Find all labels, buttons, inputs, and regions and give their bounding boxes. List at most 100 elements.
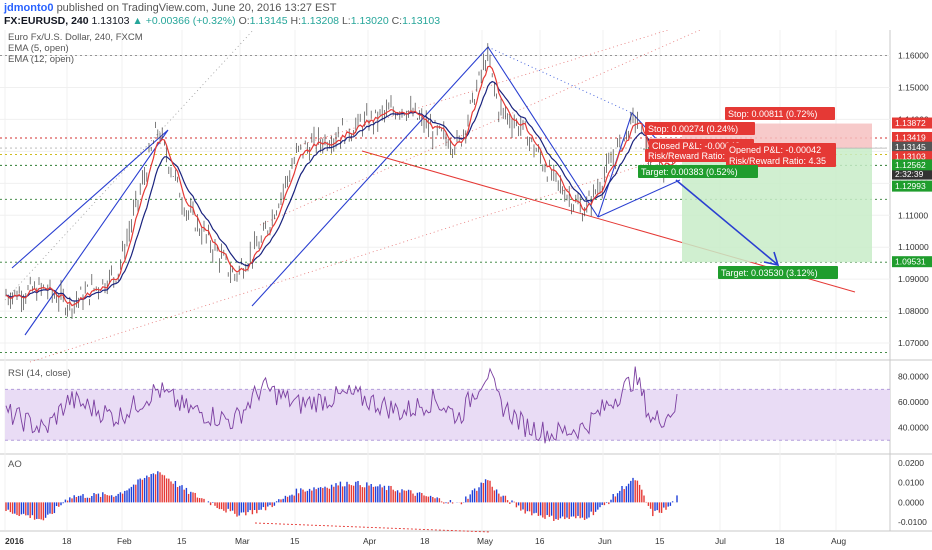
target-small-label-bg [638,165,758,178]
last-price: 1.13103 [91,15,130,27]
date-tick-label: 18 [775,536,785,546]
price-change: ▲ +0.00366 (+0.32%) [132,15,236,27]
price-tag-stop-small-bg [892,131,932,143]
legend-title: Euro Fx/U.S. Dollar, 240, FXCM [8,32,143,43]
price-series [5,43,678,319]
high-value: 1.13208 [301,15,340,27]
channel-line [4,30,254,301]
date-tick-label: 15 [177,536,187,546]
date-tick-label: Mar [235,536,250,546]
price-tag-last-bg [892,151,932,163]
price-tag-level-bg [892,159,932,171]
target-small-label: Target: 0.00383 (0.52%) [641,167,738,177]
rsi-tick-label: 40.0000 [898,423,929,433]
date-axis[interactable]: 2016 18 Feb 15 Mar 15 Apr 18 May 16 Jun 15 Jul 18 Aug [5,536,846,546]
high-label: H: [290,15,302,27]
price-tick-label: 1.15000 [898,82,929,92]
rr-big-label: Risk/Reward Ratio: 4.35 [729,156,826,166]
price-tag-last: 1.13103 [895,152,926,162]
price-tag-target-bg [892,256,932,268]
close-value: 1.13103 [402,15,441,27]
ao-tick-label: 0.0100 [898,478,924,488]
ema12-line [5,80,678,302]
author-link[interactable]: jdmonto0 [4,2,54,14]
closed-pl-label: Closed P&L: -0.00042 [652,141,740,151]
price-tick-label: 1.07000 [898,338,929,348]
legend-ema5: EMA (5, open) [8,43,69,54]
symbol-label: FX:EURUSD, 240 [4,15,89,27]
stop-small-label: Stop: 0.00274 (0.24%) [648,124,738,134]
rr-small-label-bg [645,149,743,162]
date-tick-label: 18 [420,536,430,546]
date-tick-label: Aug [831,536,846,546]
date-tick-label: 16 [535,536,545,546]
publish-line: jdmonto0 published on TradingView.com, J… [4,2,336,14]
date-tick-label: May [477,536,494,546]
date-tick-label: Feb [117,536,132,546]
position-annotations[interactable]: Stop: 0.00811 (0.72%) Stop: 0.00274 (0.24… [638,107,838,279]
price-tag-target-small: 1.12993 [895,181,926,191]
low-label: L: [341,15,351,27]
price-tick-label: 1.11000 [898,210,928,220]
close-label: C: [391,15,403,27]
rsi-pane: 80.0000 60.0000 40.0000 [5,366,929,444]
date-tick-label: 18 [62,536,72,546]
price-tag-stop-bg [892,117,932,129]
harmonic-pattern [11,129,169,336]
target-big-label-bg [718,266,838,279]
chart-header: jdmonto0 published on TradingView.com, J… [0,0,932,30]
opened-pl-label: Opened P&L: -0.00042 [729,145,821,155]
rr-big-label-bg [726,154,836,167]
channel-line [487,46,633,114]
legend-ema12: EMA (12, open) [8,54,74,65]
price-tag-open-bg [892,141,932,153]
ema5-line [5,65,678,307]
opened-pl-label-bg [726,143,836,156]
price-tag-target-small-bg [892,180,932,192]
stop-big-label: Stop: 0.00811 (0.72%) [728,109,817,119]
date-tick-label: 15 [290,536,300,546]
ao-tick-label: -0.0100 [898,517,927,527]
stop-small-label-bg [645,122,755,135]
rsi-band [5,389,890,441]
rsi-tick-label: 60.0000 [898,397,929,407]
price-tag-open: 1.13145 [895,142,926,152]
pattern-leg [597,179,681,218]
rsi-line [5,366,678,444]
main-grid [0,30,932,532]
price-tag-target: 1.09531 [895,257,926,267]
rsi-tick-label: 80.0000 [898,372,929,382]
legend-ao: AO [8,459,22,470]
date-tick-label: Apr [363,536,376,546]
price-tag-stop-small: 1.13419 [895,132,926,142]
countdown-timer: 2:32:39 [895,169,924,179]
price-tick-label: 1.09000 [898,274,929,284]
countdown-timer-bg [892,168,932,180]
ao-divergence [254,522,491,533]
ao-tick-label: 0.0000 [898,497,924,507]
low-value: 1.13020 [350,15,389,27]
open-label: O: [238,15,250,27]
price-axis[interactable]: 1.160001.150001.140001.130001.120001.110… [892,51,932,348]
date-tick-label: 15 [655,536,665,546]
channel-line [259,30,701,226]
date-tick-label: Jun [598,536,612,546]
price-tick-label: 1.10000 [898,242,929,252]
channel-line [29,149,691,363]
chart-canvas[interactable]: Stop: 0.00811 (0.72%) Stop: 0.00274 (0.24… [0,30,932,550]
date-tick-label: 2016 [5,536,24,546]
ao-tick-label: 0.0200 [898,458,924,468]
ohlc-line: FX:EURUSD, 240 1.13103 ▲ +0.00366 (+0.32… [4,15,440,27]
drawing-overlays[interactable] [4,30,885,533]
date-tick-label: Jul [715,536,726,546]
target-big-label: Target: 0.03530 (3.12%) [721,268,818,278]
price-tick-label: 1.16000 [898,51,929,61]
stop-big-label-bg [725,107,835,120]
price-tick-label: 1.08000 [898,306,929,316]
open-value: 1.13145 [249,15,288,27]
arrow-head-icon [763,251,780,267]
price-tag-stop: 1.13872 [895,118,926,128]
price-tag-level: 1.12562 [895,160,926,170]
rr-small-label: Risk/Reward Ratio: 1.91 [648,151,745,161]
legend-rsi: RSI (14, close) [8,368,71,379]
